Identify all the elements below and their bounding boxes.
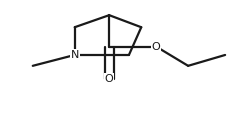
Text: O: O xyxy=(105,74,114,84)
Text: O: O xyxy=(152,41,160,51)
Text: N: N xyxy=(70,50,79,60)
